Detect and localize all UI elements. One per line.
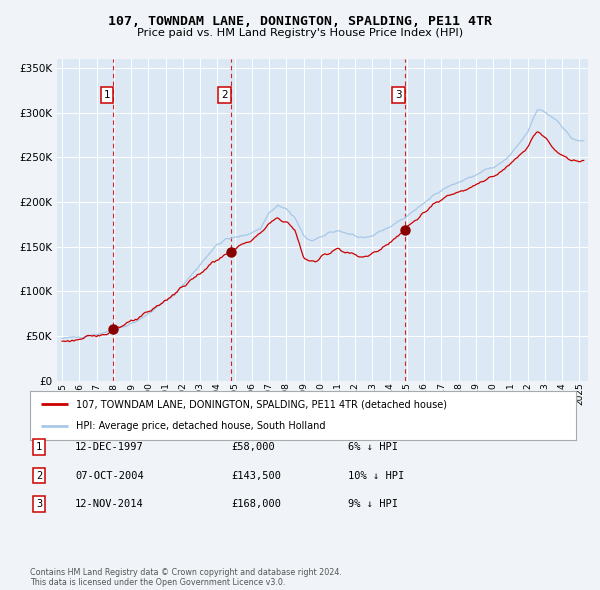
Text: 2: 2 [36,471,42,480]
Text: 3: 3 [36,499,42,509]
Text: Price paid vs. HM Land Registry's House Price Index (HPI): Price paid vs. HM Land Registry's House … [137,28,463,38]
Text: £143,500: £143,500 [231,471,281,480]
Text: 10% ↓ HPI: 10% ↓ HPI [348,471,404,480]
Text: 107, TOWNDAM LANE, DONINGTON, SPALDING, PE11 4TR (detached house): 107, TOWNDAM LANE, DONINGTON, SPALDING, … [76,399,448,409]
Text: £168,000: £168,000 [231,499,281,509]
Text: 1: 1 [104,90,110,100]
Text: Contains HM Land Registry data © Crown copyright and database right 2024.
This d: Contains HM Land Registry data © Crown c… [30,568,342,587]
Text: 3: 3 [395,90,402,100]
Text: 2: 2 [221,90,228,100]
Text: 107, TOWNDAM LANE, DONINGTON, SPALDING, PE11 4TR: 107, TOWNDAM LANE, DONINGTON, SPALDING, … [108,15,492,28]
Text: 12-NOV-2014: 12-NOV-2014 [75,499,144,509]
Text: 6% ↓ HPI: 6% ↓ HPI [348,442,398,452]
Text: 07-OCT-2004: 07-OCT-2004 [75,471,144,480]
Text: 12-DEC-1997: 12-DEC-1997 [75,442,144,452]
Text: 1: 1 [36,442,42,452]
Text: HPI: Average price, detached house, South Holland: HPI: Average price, detached house, Sout… [76,421,326,431]
Text: £58,000: £58,000 [231,442,275,452]
Text: 9% ↓ HPI: 9% ↓ HPI [348,499,398,509]
